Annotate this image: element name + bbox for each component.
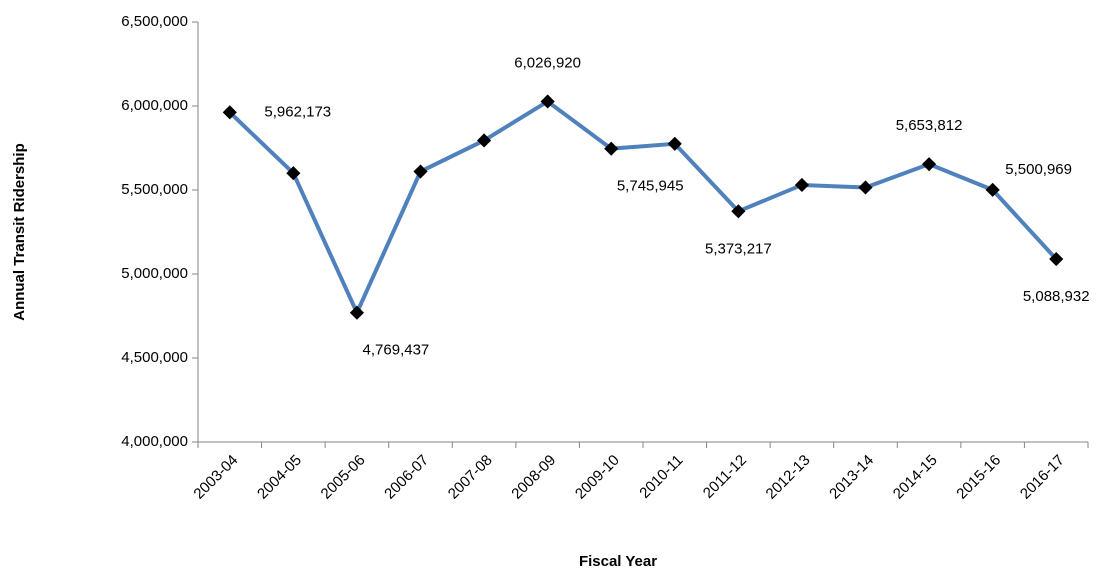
- data-label: 5,653,812: [896, 117, 963, 134]
- x-tick-label: 2008-09: [508, 452, 559, 503]
- x-tick-label: 2011-12: [700, 452, 750, 502]
- data-label: 5,088,932: [1023, 288, 1090, 305]
- x-tick-label: 2014-15: [890, 452, 941, 503]
- x-tick-label: 2003-04: [190, 452, 241, 503]
- data-label: 5,500,969: [1005, 161, 1072, 178]
- x-tick-label: 2009-10: [572, 452, 623, 503]
- x-tick-label: 2015-16: [953, 452, 1004, 503]
- y-tick-label: 5,000,000: [121, 265, 188, 282]
- marker: [349, 305, 364, 320]
- marker: [667, 136, 682, 151]
- y-axis-title: Annual Transit Ridership: [11, 143, 28, 321]
- marker: [731, 204, 746, 219]
- x-tick-label: 2013-14: [826, 452, 877, 503]
- data-label: 6,026,920: [514, 54, 581, 71]
- line: [228, 99, 1058, 318]
- data-label: 5,962,173: [264, 103, 331, 120]
- marker: [286, 166, 301, 181]
- y-tick-label: 6,500,000: [121, 13, 188, 30]
- x-tick-label: 2004-05: [254, 452, 305, 503]
- x-tick-label: 2007-08: [445, 452, 496, 503]
- marker: [922, 157, 937, 172]
- marker: [477, 133, 492, 148]
- y-tick-label: 4,500,000: [121, 349, 188, 366]
- x-tick-label: 2012-13: [763, 452, 814, 503]
- y-tick-label: 6,000,000: [121, 97, 188, 114]
- data-label: 4,769,437: [363, 342, 430, 359]
- data-label: 5,373,217: [705, 240, 772, 257]
- marker: [604, 141, 619, 156]
- x-axis-title: Fiscal Year: [579, 553, 657, 570]
- y-tick-label: 5,500,000: [121, 181, 188, 198]
- marker: [540, 94, 555, 109]
- marker: [858, 180, 873, 195]
- x-tick-label: 2006-07: [381, 452, 432, 503]
- marker: [794, 177, 809, 193]
- x-tick-label: 2005-06: [318, 452, 369, 503]
- data-label: 5,745,945: [617, 178, 684, 195]
- marker: [1049, 251, 1064, 267]
- x-tick-label: 2016-17: [1017, 452, 1068, 503]
- marker: [985, 182, 1000, 197]
- marker: [413, 164, 428, 179]
- y-tick-label: 4,000,000: [121, 433, 188, 450]
- x-tick-label: 2010-11: [636, 452, 686, 502]
